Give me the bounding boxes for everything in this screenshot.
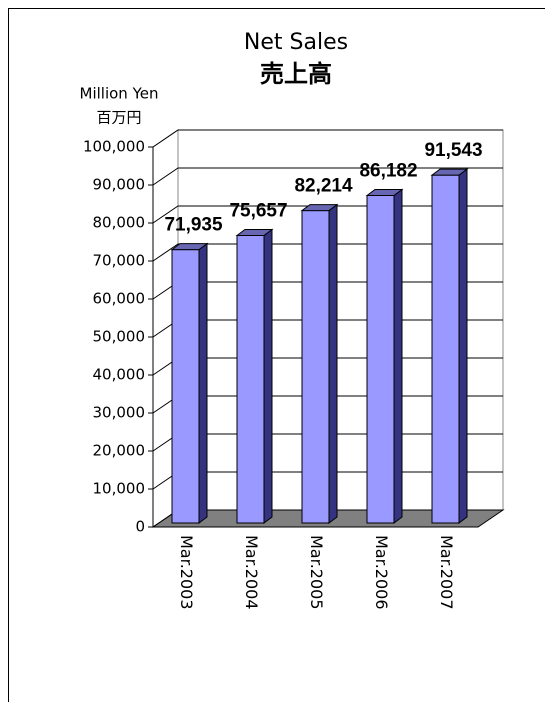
bar-side [198, 242, 208, 524]
y-axis-label: 百万円 [96, 109, 141, 127]
value-label: 82,214 [294, 176, 353, 197]
value-label: 75,657 [229, 201, 287, 222]
bar [171, 249, 200, 524]
bar-side [263, 228, 273, 524]
bar-side [393, 188, 403, 524]
value-label: 86,182 [359, 161, 417, 182]
y-tick-label: 60,000 [93, 290, 146, 308]
bar-top [365, 189, 404, 197]
y-tick-label: 70,000 [93, 252, 146, 270]
y-tick-label: 10,000 [93, 480, 146, 498]
bar [236, 235, 265, 524]
y-tick-label: 40,000 [93, 366, 146, 384]
y-tick-label: 100,000 [83, 138, 145, 156]
x-tick-label: Mar.2005 [307, 535, 326, 610]
y-axis-label: Million Yen [80, 85, 159, 103]
x-tick-label: Mar.2007 [437, 535, 456, 610]
bar-top [170, 243, 209, 251]
frame [8, 8, 545, 702]
chart-subtitle: 売上高 [260, 60, 332, 88]
bar-top [300, 204, 339, 212]
y-tick-label: 20,000 [93, 442, 146, 460]
y-tick-label: 30,000 [93, 404, 146, 422]
bar-side [458, 168, 468, 524]
grid-line [152, 167, 503, 186]
y-tick-label: 0 [135, 518, 145, 536]
bar-top [235, 229, 274, 237]
x-tick-label: Mar.2004 [242, 535, 261, 610]
bar-side [328, 203, 338, 524]
bar [301, 210, 330, 524]
bar-top [430, 168, 469, 176]
y-tick-label: 90,000 [93, 176, 146, 194]
grid-line [152, 129, 503, 148]
bar [431, 174, 460, 524]
bar [366, 195, 395, 524]
value-label: 71,935 [164, 215, 223, 236]
x-tick-label: Mar.2006 [372, 535, 391, 610]
value-label: 91,543 [424, 140, 482, 161]
y-tick-label: 80,000 [93, 214, 146, 232]
y-tick-label: 50,000 [93, 328, 146, 346]
x-tick-label: Mar.2003 [177, 535, 196, 610]
chart-title: Net Sales [244, 30, 348, 55]
